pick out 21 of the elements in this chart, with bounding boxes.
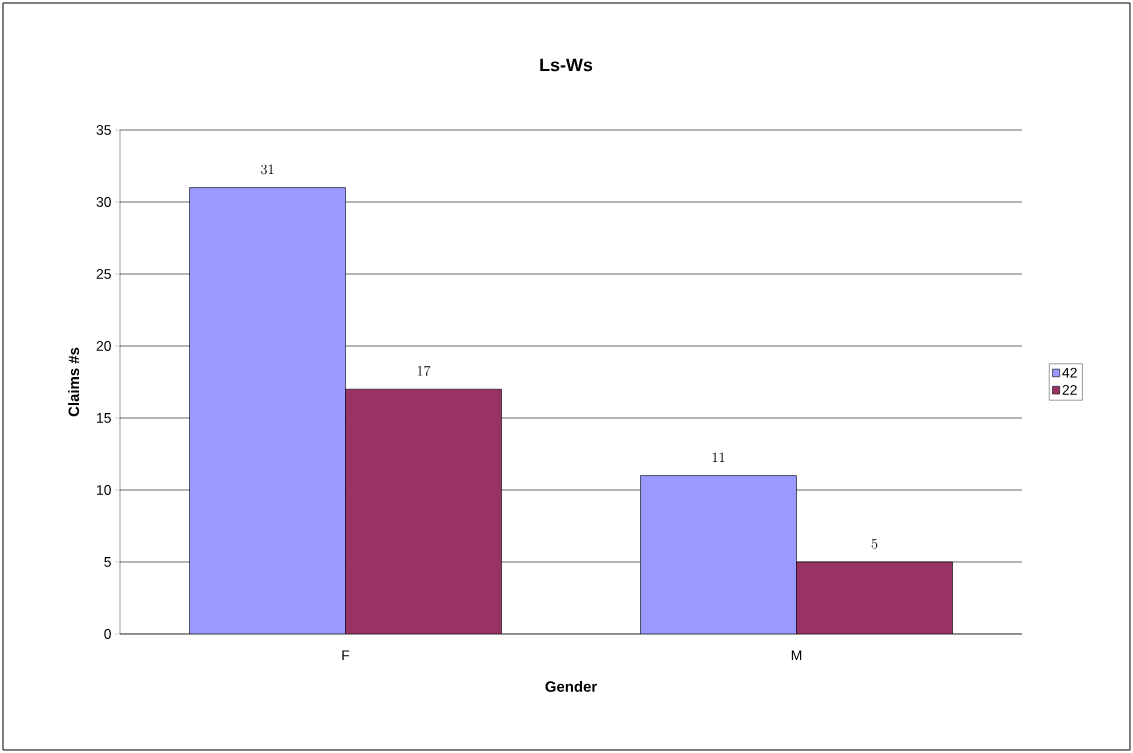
bar	[345, 388, 502, 634]
data-label: 5	[871, 538, 878, 549]
y-tick-label: 35	[96, 125, 111, 135]
x-tick-label: M	[791, 650, 802, 661]
data-label: 31	[261, 164, 274, 175]
y-tick-label: 15	[97, 413, 111, 423]
legend-label: 22	[1062, 384, 1077, 395]
data-label: 11	[712, 452, 725, 462]
x-axis-title: Gender	[545, 680, 597, 692]
y-axis-title: Claims #s	[68, 347, 80, 417]
data-label: 17	[417, 365, 431, 376]
y-tick-label: 0	[104, 629, 111, 639]
y-tick-label: 30	[96, 197, 111, 207]
y-tick-label: 10	[97, 485, 111, 495]
y-tick-label: 5	[104, 557, 111, 567]
x-tick-label: F	[342, 650, 350, 661]
y-tick-label: 20	[96, 341, 111, 351]
chart-title: Ls-Ws	[540, 58, 593, 72]
bar	[796, 561, 953, 634]
legend-label: 42	[1062, 367, 1077, 378]
y-tick-label: 25	[96, 269, 111, 279]
